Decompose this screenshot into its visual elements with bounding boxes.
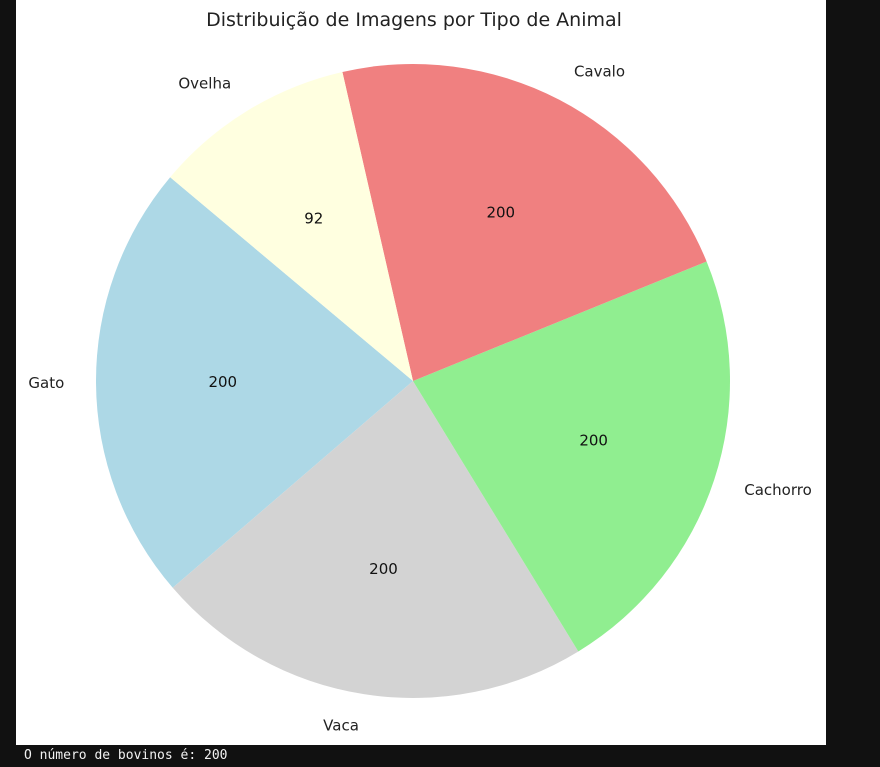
value-label-cavalo: 200 bbox=[486, 203, 515, 221]
pie-slice-cachorro bbox=[413, 261, 730, 652]
value-label-cachorro: 200 bbox=[579, 431, 608, 449]
category-label-gato: Gato bbox=[28, 374, 64, 392]
category-label-cachorro: Cachorro bbox=[744, 481, 812, 499]
category-label-cavalo: Cavalo bbox=[574, 63, 625, 81]
category-label-vaca: Vaca bbox=[323, 716, 359, 734]
pie-slice-vaca bbox=[172, 381, 579, 698]
value-label-vaca: 200 bbox=[369, 560, 398, 578]
chart-title: Distribuição de Imagens por Tipo de Anim… bbox=[206, 9, 622, 31]
value-label-gato: 200 bbox=[208, 373, 237, 391]
pie-value-labels: 200 200 200 200 92 bbox=[208, 203, 608, 578]
pie-category-labels: Gato Vaca Cachorro Cavalo Ovelha bbox=[28, 63, 811, 735]
pie-slice-gato bbox=[95, 177, 414, 588]
pie-slice-cavalo bbox=[342, 64, 707, 382]
value-label-ovelha: 92 bbox=[304, 210, 323, 228]
pie-slice-ovelha bbox=[170, 71, 413, 382]
figure-panel: Distribuição de Imagens por Tipo de Anim… bbox=[16, 0, 826, 745]
console-output: O número de bovinos é: 200 bbox=[24, 748, 228, 763]
pie-chart: Distribuição de Imagens por Tipo de Anim… bbox=[28, 9, 811, 735]
category-label-ovelha: Ovelha bbox=[178, 74, 231, 92]
pie-slices bbox=[95, 64, 730, 698]
